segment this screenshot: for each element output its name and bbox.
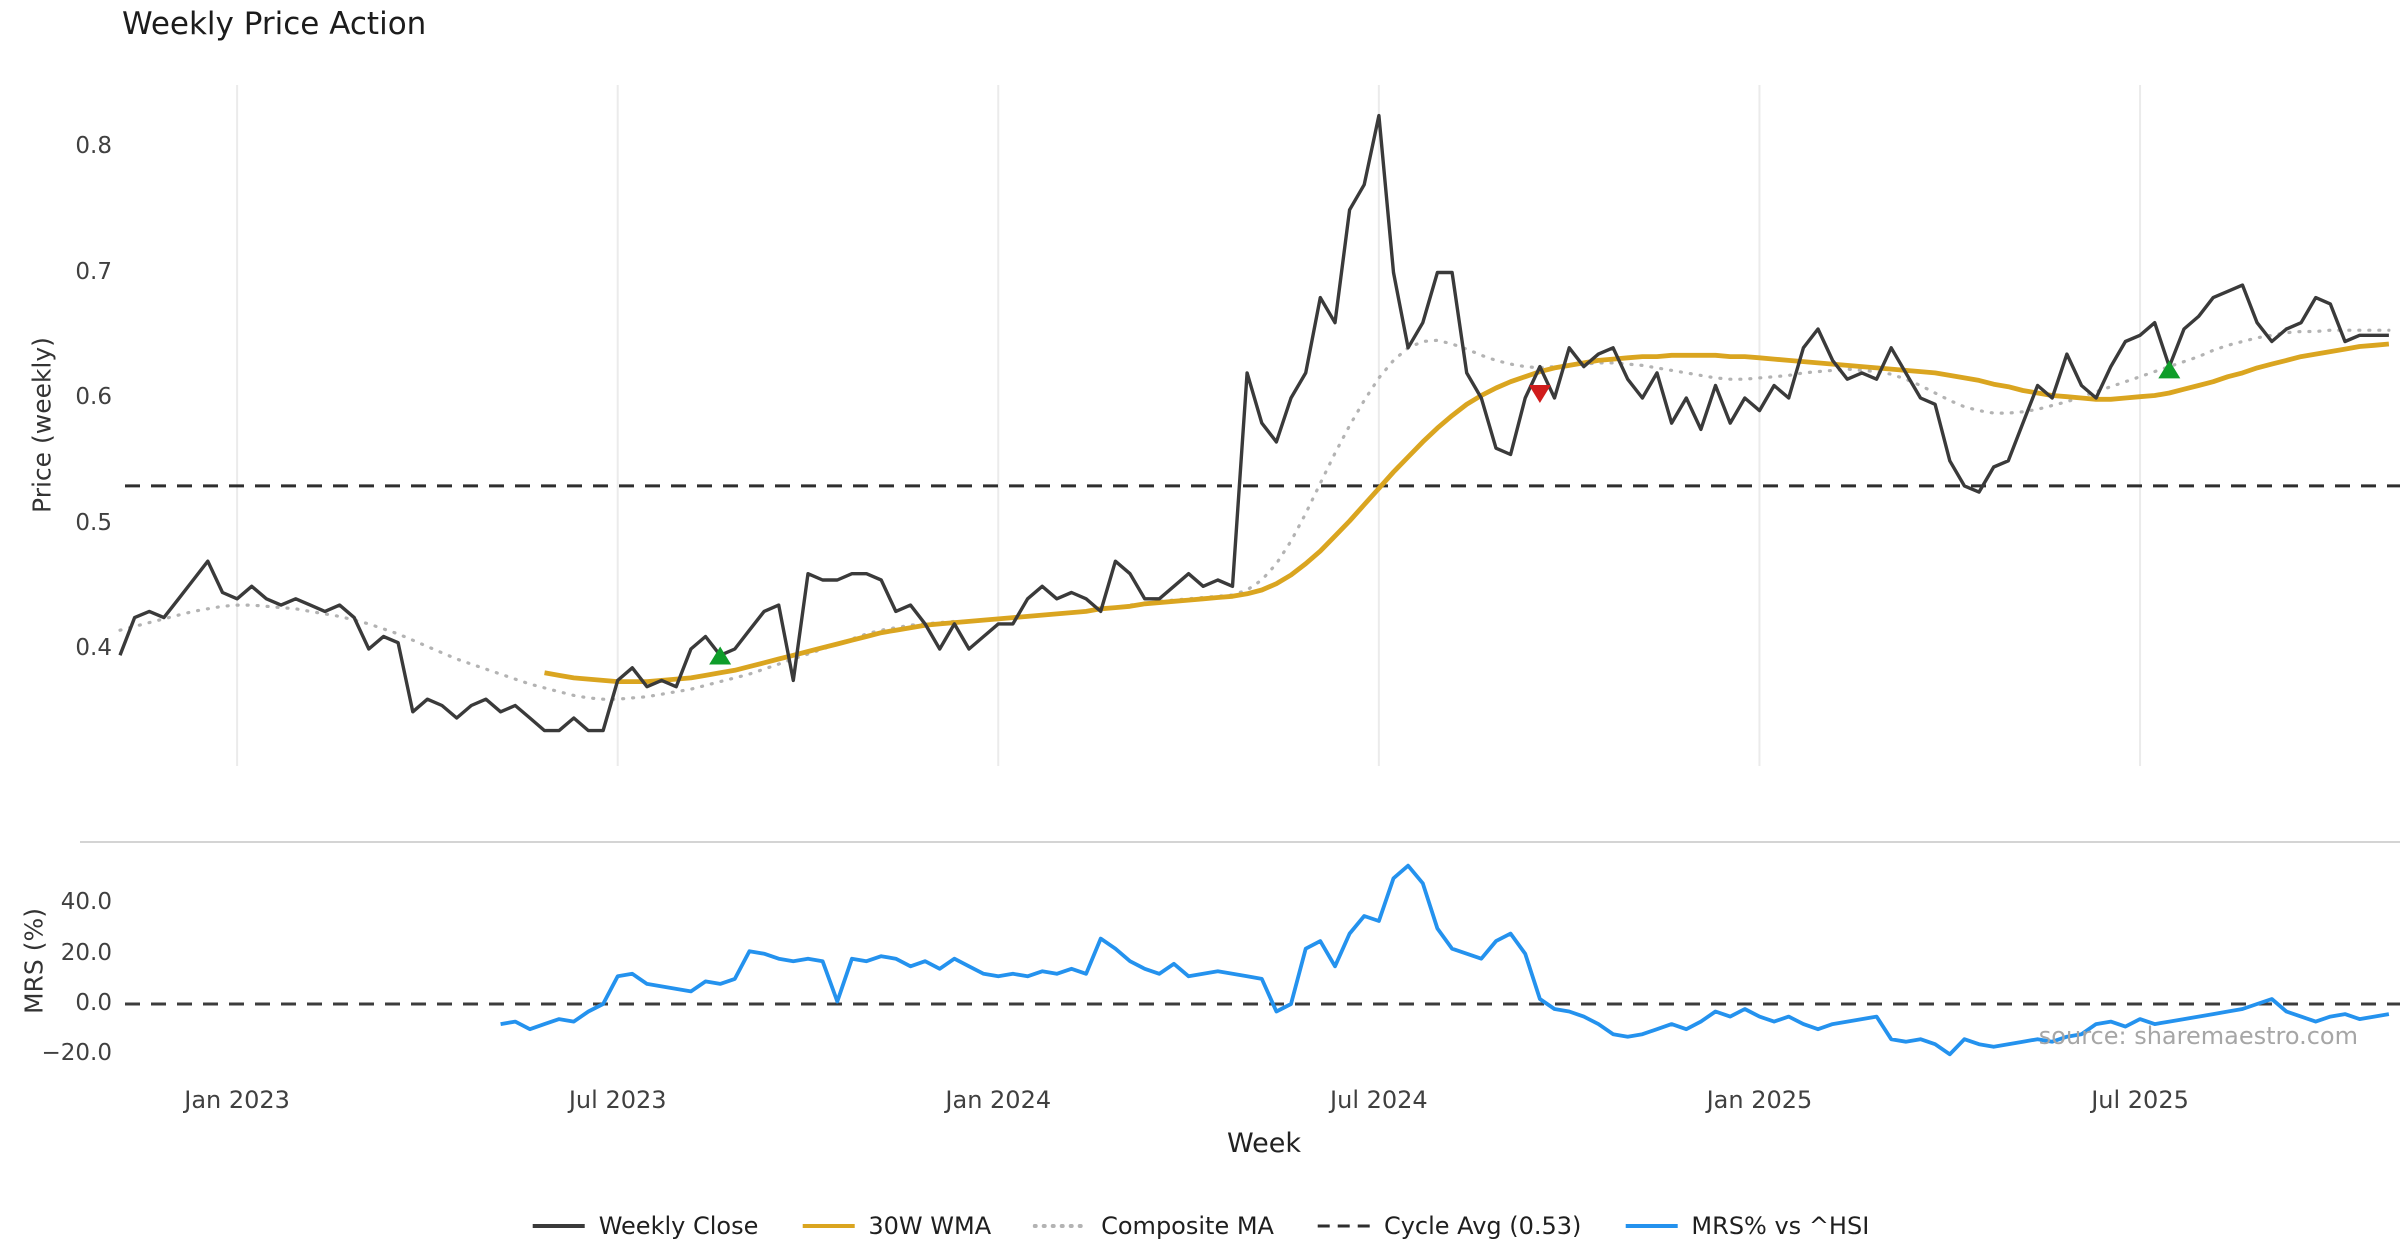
series-30w-wma: [544, 341, 2390, 684]
legend-item-weekly-close: Weekly Close: [531, 1212, 759, 1240]
series-weekly-close: [118, 113, 2389, 733]
buy-signal-marker: [709, 646, 732, 665]
legend-label: 30W WMA: [868, 1212, 992, 1240]
series-mrs-vs-hsi: [500, 863, 2390, 1057]
legend-item-cycle-avg-0-53: Cycle Avg (0.53): [1316, 1212, 1581, 1240]
legend-label: Cycle Avg (0.53): [1383, 1212, 1582, 1240]
legend-item-composite-ma: Composite MA: [1033, 1212, 1274, 1240]
cycle-avg-0-53-swatch: [1317, 1224, 1370, 1228]
sell-signal-marker: [1528, 384, 1551, 403]
buy-signal-marker: [2158, 360, 2181, 379]
legend-label: Weekly Close: [598, 1212, 759, 1240]
watermark: source: sharemaestro.com: [2038, 1022, 2358, 1050]
chart-title: Weekly Price Action: [122, 6, 427, 42]
x-axis-label: Week: [1227, 1128, 1301, 1159]
composite-ma-swatch: [1033, 1224, 1090, 1228]
legend: Weekly Close 30W WMA Composite MA Cycle Avg…: [531, 1212, 1869, 1240]
series-composite-ma: [118, 328, 2391, 701]
mrs-vs-hsi-swatch: [1625, 1224, 1678, 1228]
legend-label: MRS% vs ^HSI: [1691, 1212, 1870, 1240]
legend-label: Composite MA: [1101, 1212, 1274, 1240]
30w-wma-swatch: [802, 1224, 855, 1228]
legend-item-mrs-vs-hsi: MRS% vs ^HSI: [1623, 1212, 1869, 1240]
weekly-close-swatch: [532, 1224, 585, 1228]
legend-item-30w-wma: 30W WMA: [800, 1212, 991, 1240]
